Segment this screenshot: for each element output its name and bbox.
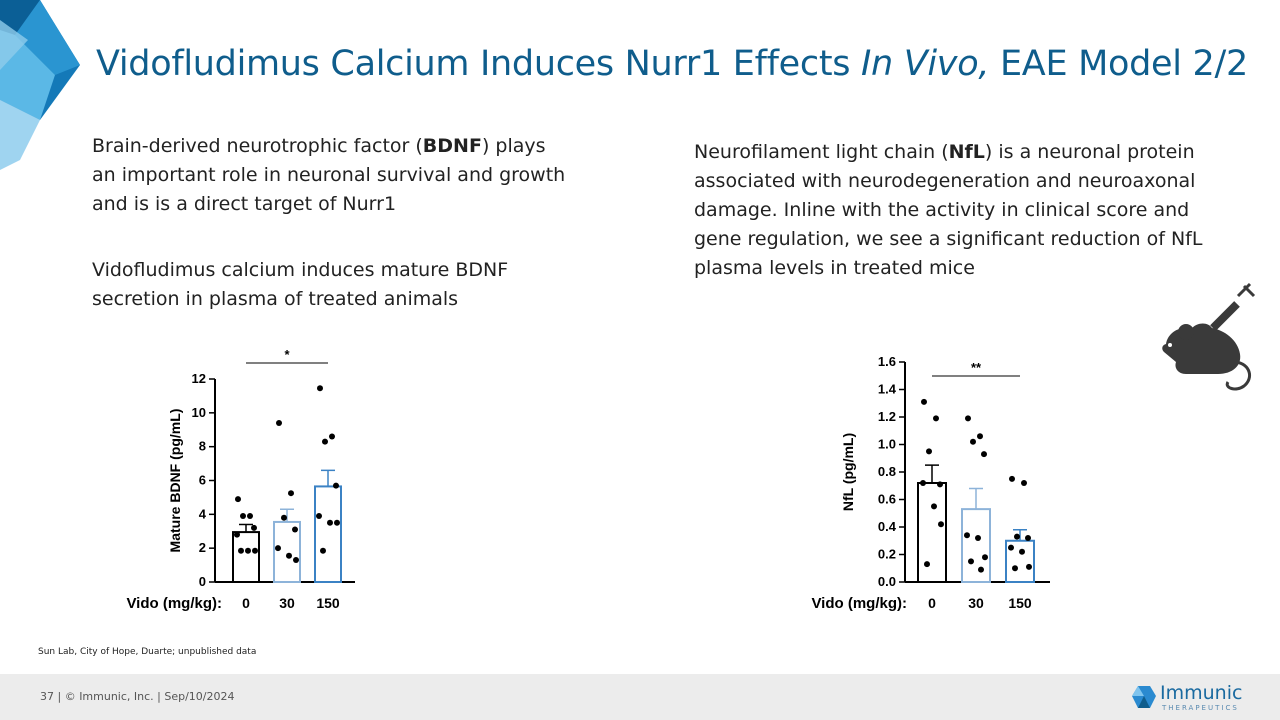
nfl-y-label: NfL (pg/mL) bbox=[840, 433, 856, 511]
logo-name: Immunic bbox=[1160, 682, 1243, 704]
footer-bar: 37 | © Immunic, Inc. | Sep/10/2024 Immun… bbox=[0, 674, 1280, 720]
bdnf-y-tick-label: 4 bbox=[199, 506, 207, 521]
nfl-y-tick-label: 0.8 bbox=[878, 464, 896, 479]
bdnf-point bbox=[288, 490, 294, 497]
bdnf-point bbox=[275, 545, 281, 552]
nfl-x-label-0: 0 bbox=[928, 595, 936, 611]
nfl-point bbox=[1021, 480, 1027, 486]
nfl-y-tick-label: 0.0 bbox=[878, 574, 896, 589]
nfl-x-label-150: 150 bbox=[1008, 595, 1032, 611]
nfl-point bbox=[924, 561, 930, 568]
nfl-y-tick-label: 1.0 bbox=[878, 437, 896, 452]
nfl-y-tick-label: 0.2 bbox=[878, 547, 896, 562]
bdnf-point bbox=[317, 385, 323, 392]
nfl-point bbox=[978, 566, 984, 573]
corner-decoration bbox=[0, 0, 80, 170]
nfl-point bbox=[1026, 563, 1032, 570]
nfl-description: Neurofilament light chain (NfL) is a neu… bbox=[694, 141, 1203, 279]
immunic-logo-icon bbox=[1132, 686, 1156, 708]
nfl-chart: 0.0 0.2 0.4 0.6 0.8 1.0 1.2 1.4 1.6 NfL (pg/mL) 0 3… bbox=[811, 354, 1050, 612]
nfl-significance-marker: ** bbox=[971, 360, 982, 375]
bdnf-point bbox=[234, 531, 240, 538]
bdnf-x-prefix: Vido (mg/kg): bbox=[126, 595, 222, 612]
bdnf-point bbox=[247, 513, 253, 520]
bdnf-bar-0 bbox=[232, 531, 260, 584]
mouse-syringe-icon bbox=[1162, 282, 1256, 391]
bdnf-point bbox=[281, 514, 287, 521]
bdnf-y-tick-label: 8 bbox=[199, 439, 206, 454]
bdnf-point bbox=[292, 526, 298, 533]
bdnf-y-tick-label: 0 bbox=[199, 574, 206, 589]
bdnf-x-label-150: 150 bbox=[316, 595, 340, 611]
bdnf-point bbox=[333, 482, 339, 489]
nfl-x-label-30: 30 bbox=[968, 595, 984, 611]
nfl-point bbox=[926, 448, 932, 455]
slide-title: Vidofludimus Calcium Induces Nurr1 Effec… bbox=[96, 44, 1248, 84]
nfl-point bbox=[1008, 544, 1014, 551]
bdnf-point bbox=[320, 547, 326, 554]
source-note: Sun Lab, City of Hope, Duarte; unpublish… bbox=[38, 647, 257, 657]
nfl-bar-30 bbox=[961, 508, 991, 583]
bdnf-x-label-30: 30 bbox=[279, 595, 295, 611]
nfl-point bbox=[977, 433, 983, 440]
bdnf-point bbox=[238, 547, 244, 554]
nfl-point bbox=[970, 438, 976, 445]
bdnf-y-tick-label: 2 bbox=[199, 540, 206, 555]
bdnf-point bbox=[327, 519, 333, 526]
nfl-x-prefix: Vido (mg/kg): bbox=[811, 595, 907, 612]
nfl-point bbox=[1014, 533, 1020, 540]
bdnf-result-text: Vidofludimus calcium induces mature BDNF… bbox=[92, 259, 509, 310]
nfl-y-tick-label: 0.6 bbox=[878, 492, 896, 507]
nfl-point bbox=[937, 481, 943, 488]
nfl-point bbox=[931, 503, 937, 510]
bdnf-point bbox=[322, 438, 328, 445]
bdnf-point bbox=[240, 513, 246, 520]
immunic-logo: Immunic THERAPEUTICS bbox=[1132, 682, 1262, 716]
bdnf-y-tick-label: 12 bbox=[192, 371, 206, 386]
nfl-point bbox=[965, 415, 971, 422]
bdnf-x-label-0: 0 bbox=[242, 595, 250, 611]
bdnf-description: Brain-derived neurotrophic factor (BDNF)… bbox=[92, 135, 566, 215]
nfl-point bbox=[921, 398, 927, 405]
bdnf-y-tick-label: 10 bbox=[192, 405, 206, 420]
nfl-point bbox=[964, 532, 970, 539]
bdnf-point bbox=[334, 519, 340, 526]
nfl-y-tick-label: 0.4 bbox=[878, 519, 897, 534]
bdnf-point bbox=[276, 419, 282, 426]
nfl-y-tick-label: 1.2 bbox=[878, 409, 896, 424]
nfl-point bbox=[1025, 535, 1031, 541]
nfl-point bbox=[1012, 565, 1018, 572]
logo-subtitle: THERAPEUTICS bbox=[1162, 704, 1239, 712]
nfl-point bbox=[938, 521, 944, 528]
bdnf-y-tick-label: 6 bbox=[199, 473, 206, 488]
nfl-point bbox=[981, 451, 987, 458]
bdnf-point bbox=[316, 513, 322, 520]
nfl-point bbox=[1009, 475, 1015, 482]
nfl-y-tick-label: 1.4 bbox=[878, 382, 897, 397]
bdnf-point bbox=[329, 433, 335, 440]
footer-page-info: 37 | © Immunic, Inc. | Sep/10/2024 bbox=[40, 690, 235, 703]
bdnf-chart: 0 2 4 6 8 10 12 Mature BDNF (pg/mL) 0 30 150 Vido (… bbox=[126, 347, 355, 612]
nfl-point bbox=[1019, 548, 1025, 555]
nfl-bar-0 bbox=[917, 482, 947, 583]
bdnf-point bbox=[252, 547, 258, 554]
nfl-point bbox=[920, 480, 926, 486]
bdnf-significance-marker: * bbox=[284, 347, 290, 362]
nfl-y-tick-label: 1.6 bbox=[878, 354, 896, 369]
bdnf-point bbox=[245, 547, 251, 554]
bdnf-point bbox=[251, 524, 257, 531]
nfl-point bbox=[982, 554, 988, 561]
nfl-point bbox=[968, 558, 974, 565]
bdnf-y-label: Mature BDNF (pg/mL) bbox=[167, 409, 183, 553]
bdnf-point bbox=[293, 557, 299, 564]
nfl-point bbox=[933, 415, 939, 422]
bdnf-bar-150 bbox=[314, 485, 342, 584]
nfl-point bbox=[975, 535, 981, 541]
bdnf-point bbox=[286, 552, 292, 559]
bdnf-point bbox=[235, 496, 241, 503]
